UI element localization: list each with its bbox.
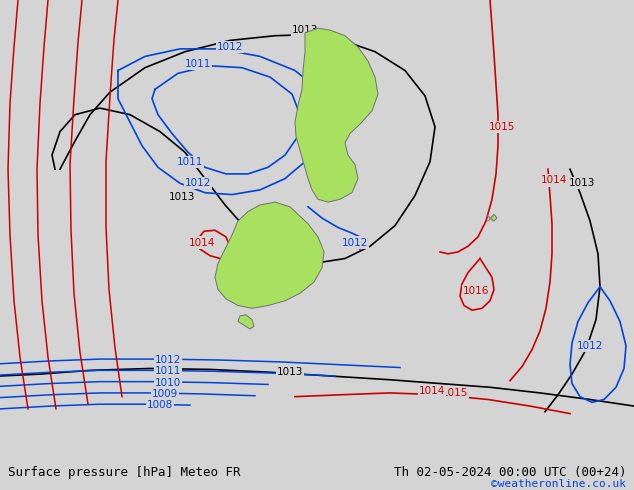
Text: 1013: 1013 — [169, 193, 195, 202]
Text: 1016: 1016 — [463, 286, 489, 296]
Polygon shape — [490, 214, 497, 221]
Text: 1013: 1013 — [292, 25, 318, 35]
Polygon shape — [295, 28, 378, 202]
Text: 1012: 1012 — [155, 355, 181, 365]
Text: 1014: 1014 — [541, 175, 567, 186]
Text: 1009: 1009 — [152, 389, 178, 399]
Text: 1012: 1012 — [342, 238, 368, 247]
Text: 1014: 1014 — [189, 238, 215, 247]
Text: 1013: 1013 — [277, 367, 303, 377]
Text: 1015: 1015 — [442, 388, 468, 398]
Text: 1013: 1013 — [569, 178, 595, 188]
Text: Th 02-05-2024 00:00 UTC (00+24): Th 02-05-2024 00:00 UTC (00+24) — [394, 466, 626, 479]
Text: 1012: 1012 — [577, 341, 603, 351]
Text: 1011: 1011 — [155, 367, 181, 376]
Text: 1010: 1010 — [155, 378, 181, 388]
Text: 1011: 1011 — [185, 59, 211, 69]
Text: ©weatheronline.co.uk: ©weatheronline.co.uk — [491, 479, 626, 489]
Text: 1008: 1008 — [147, 400, 173, 410]
Text: 1014: 1014 — [419, 386, 445, 396]
Text: 1015: 1015 — [489, 122, 515, 132]
Text: Surface pressure [hPa] Meteo FR: Surface pressure [hPa] Meteo FR — [8, 466, 240, 479]
Text: 1011: 1011 — [177, 157, 203, 167]
Text: 1012: 1012 — [185, 178, 211, 188]
Polygon shape — [238, 315, 254, 329]
Polygon shape — [215, 202, 324, 308]
Text: 1012: 1012 — [217, 42, 243, 52]
